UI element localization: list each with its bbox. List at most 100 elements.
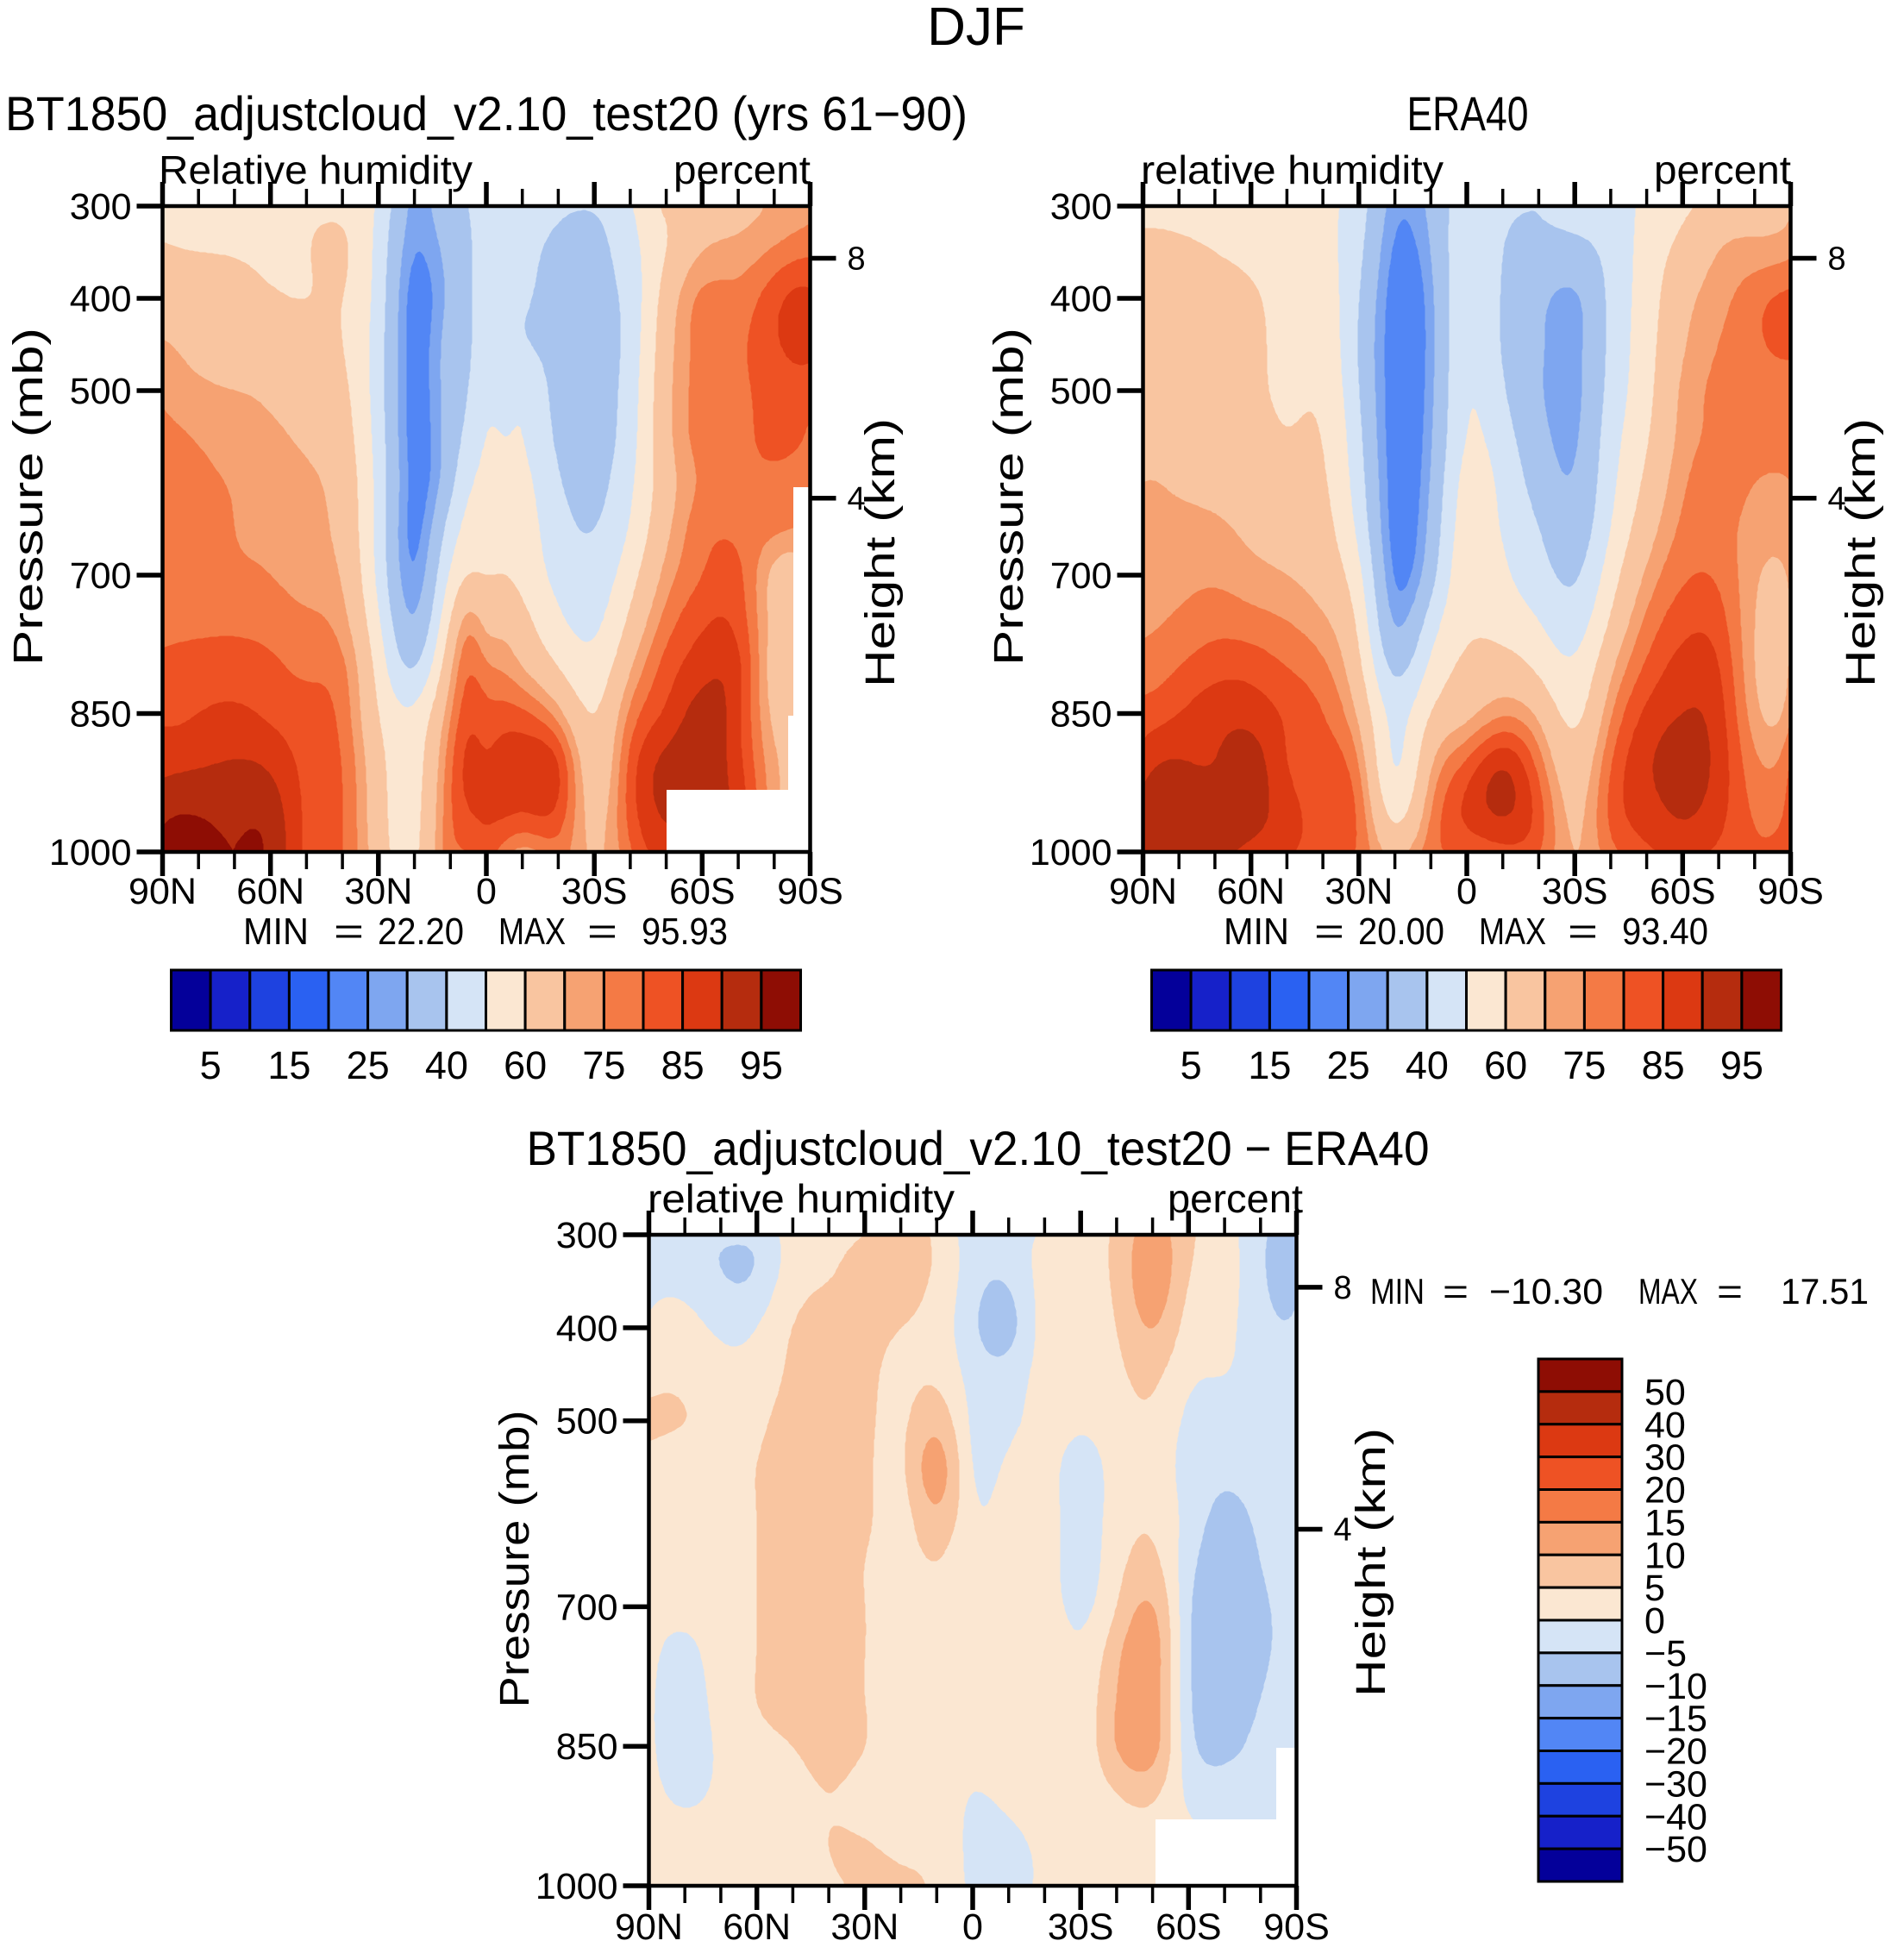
svg-text:8: 8: [848, 241, 866, 277]
svg-text:15: 15: [267, 1043, 310, 1087]
svg-text:30: 30: [1644, 1437, 1686, 1479]
svg-text:60: 60: [504, 1043, 547, 1087]
svg-text:500: 500: [1050, 371, 1112, 412]
svg-text:60N: 60N: [1217, 871, 1285, 912]
svg-text:=: =: [1443, 1271, 1469, 1312]
svg-text:850: 850: [70, 694, 132, 736]
svg-text:DJF: DJF: [927, 0, 1025, 57]
svg-text:Height (km): Height (km): [858, 418, 904, 687]
svg-text:−10.30: −10.30: [1489, 1271, 1603, 1312]
svg-text:400: 400: [1050, 279, 1112, 320]
svg-text:90S: 90S: [1757, 871, 1824, 912]
svg-text:700: 700: [70, 555, 132, 597]
svg-text:BT1850_adjustcloud_v2.10_test2: BT1850_adjustcloud_v2.10_test20 − ERA40: [527, 1121, 1430, 1175]
svg-text:−10: −10: [1644, 1666, 1707, 1707]
svg-text:1000: 1000: [49, 832, 132, 873]
svg-text:0: 0: [1456, 871, 1477, 912]
svg-text:0: 0: [1644, 1600, 1665, 1642]
svg-text:75: 75: [582, 1043, 625, 1087]
svg-text:300: 300: [1050, 186, 1112, 228]
svg-text:30S: 30S: [1542, 871, 1608, 912]
svg-text:5: 5: [1181, 1043, 1202, 1087]
svg-text:300: 300: [556, 1215, 618, 1256]
svg-text:60S: 60S: [1650, 871, 1716, 912]
svg-text:−15: −15: [1644, 1699, 1707, 1740]
svg-text:−5: −5: [1644, 1633, 1687, 1675]
svg-text:percent: percent: [673, 147, 811, 192]
svg-text:MIN: MIN: [1224, 911, 1289, 953]
svg-text:relative humidity: relative humidity: [1141, 147, 1444, 192]
svg-text:60N: 60N: [236, 871, 304, 912]
svg-text:500: 500: [70, 371, 132, 412]
svg-text:1000: 1000: [536, 1866, 618, 1907]
svg-text:17.51: 17.51: [1781, 1271, 1869, 1312]
svg-text:30S: 30S: [1048, 1906, 1114, 1943]
svg-text:90S: 90S: [1263, 1906, 1330, 1943]
svg-text:30S: 30S: [561, 871, 628, 912]
svg-text:−30: −30: [1644, 1763, 1707, 1805]
svg-text:MAX: MAX: [498, 911, 566, 953]
svg-text:700: 700: [1050, 555, 1112, 597]
svg-text:93.40: 93.40: [1622, 911, 1708, 953]
svg-text:5: 5: [200, 1043, 222, 1087]
svg-text:Height (km): Height (km): [1349, 1428, 1394, 1697]
svg-text:40: 40: [1644, 1405, 1686, 1446]
svg-text:90N: 90N: [128, 871, 197, 912]
svg-text:MIN: MIN: [243, 911, 309, 953]
svg-text:−50: −50: [1644, 1829, 1707, 1870]
svg-text:4: 4: [1828, 481, 1846, 517]
svg-text:percent: percent: [1168, 1176, 1303, 1221]
svg-text:95.93: 95.93: [642, 911, 728, 953]
svg-text:400: 400: [70, 279, 132, 320]
svg-text:=: =: [1717, 1271, 1743, 1312]
svg-text:60S: 60S: [669, 871, 736, 912]
svg-text:50: 50: [1644, 1372, 1686, 1413]
svg-text:15: 15: [1248, 1043, 1291, 1087]
svg-text:90N: 90N: [1109, 871, 1177, 912]
svg-text:25: 25: [1327, 1043, 1370, 1087]
svg-text:75: 75: [1563, 1043, 1606, 1087]
svg-text:850: 850: [1050, 694, 1112, 736]
svg-text:0: 0: [962, 1906, 983, 1943]
svg-text:400: 400: [556, 1308, 618, 1349]
svg-text:20.00: 20.00: [1358, 911, 1444, 953]
svg-text:10: 10: [1644, 1535, 1686, 1576]
svg-text:Pressure (mb): Pressure (mb): [6, 328, 52, 666]
svg-text:MAX: MAX: [1479, 911, 1546, 953]
svg-text:90S: 90S: [777, 871, 843, 912]
svg-text:15: 15: [1644, 1502, 1686, 1543]
svg-text:300: 300: [70, 186, 132, 228]
svg-text:4: 4: [1334, 1512, 1352, 1548]
svg-text:=: =: [1568, 911, 1598, 953]
svg-text:85: 85: [661, 1043, 705, 1087]
svg-text:20: 20: [1644, 1470, 1686, 1512]
svg-text:ERA40: ERA40: [1407, 86, 1529, 141]
svg-text:90N: 90N: [615, 1906, 683, 1943]
svg-text:700: 700: [556, 1587, 618, 1628]
svg-text:500: 500: [556, 1401, 618, 1443]
svg-text:=: =: [1314, 911, 1344, 953]
svg-text:=: =: [587, 911, 617, 953]
svg-text:0: 0: [476, 871, 497, 912]
svg-text:MIN: MIN: [1370, 1271, 1425, 1312]
svg-text:40: 40: [425, 1043, 468, 1087]
svg-text:60S: 60S: [1156, 1906, 1222, 1943]
svg-text:MAX: MAX: [1638, 1271, 1698, 1312]
svg-text:−20: −20: [1644, 1731, 1707, 1773]
svg-text:Pressure (mb): Pressure (mb): [986, 328, 1032, 666]
svg-text:=: =: [334, 911, 364, 953]
svg-text:8: 8: [1334, 1270, 1352, 1306]
svg-text:22.20: 22.20: [378, 911, 464, 953]
svg-text:BT1850_adjustcloud_v2.10_test2: BT1850_adjustcloud_v2.10_test20 (yrs 61−…: [5, 86, 968, 141]
svg-text:850: 850: [556, 1726, 618, 1768]
svg-text:−40: −40: [1644, 1796, 1707, 1837]
svg-text:Relative humidity: Relative humidity: [159, 147, 473, 192]
svg-text:30N: 30N: [830, 1906, 899, 1943]
svg-text:95: 95: [1720, 1043, 1763, 1087]
svg-text:percent: percent: [1654, 147, 1791, 192]
svg-text:8: 8: [1828, 241, 1846, 277]
svg-text:relative humidity: relative humidity: [648, 1176, 955, 1221]
svg-text:1000: 1000: [1030, 832, 1112, 873]
svg-text:85: 85: [1642, 1043, 1685, 1087]
svg-text:Pressure (mb): Pressure (mb): [492, 1411, 538, 1708]
